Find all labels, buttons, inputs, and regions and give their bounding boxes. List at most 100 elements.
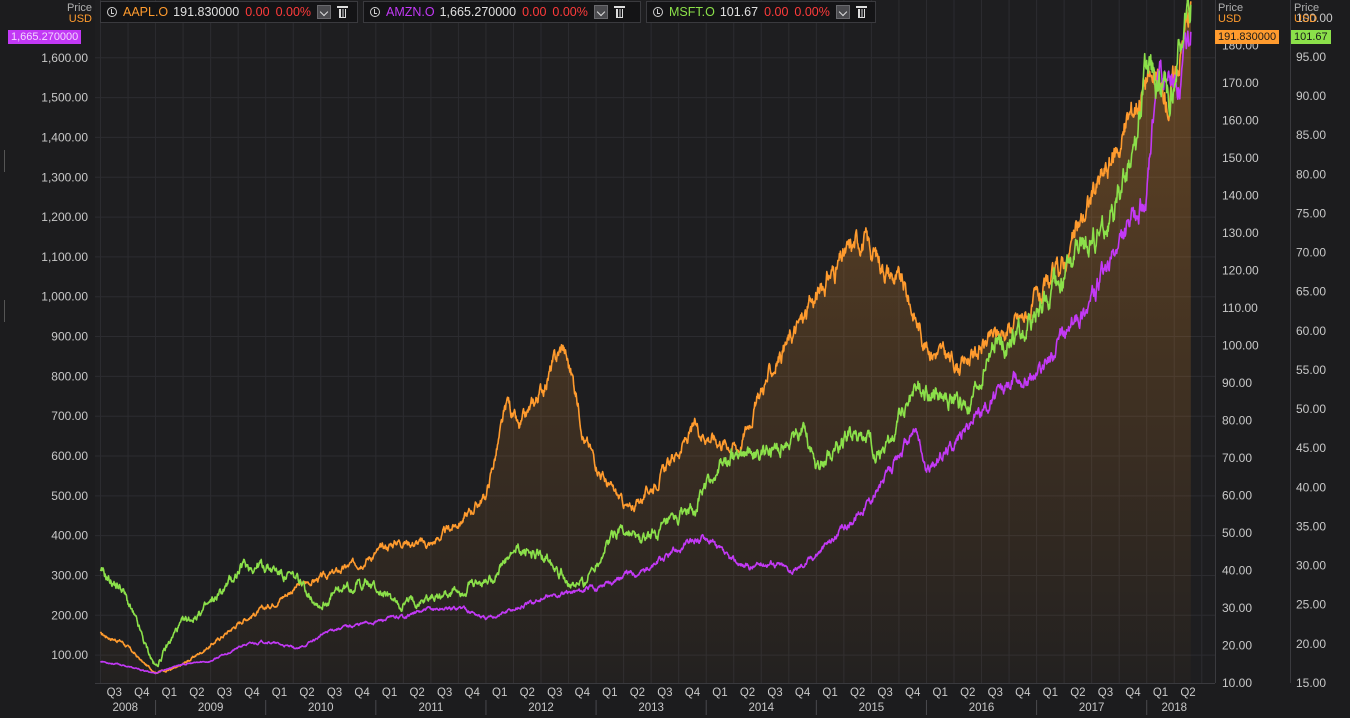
time-axis-quarter-label: Q1	[162, 687, 177, 699]
time-axis: Q3 Q4 Q1 Q2 Q3 Q4 Q1 Q2 Q3 Q4 Q1 Q2 Q3 Q4 Q1 Q2 Q3 Q4 Q1 Q2…	[107, 687, 1196, 715]
chevron-down-icon[interactable]	[593, 5, 608, 19]
right1-axis-header: Price USD	[1218, 3, 1243, 25]
legend-change: 0.00	[764, 5, 789, 19]
trash-icon[interactable]	[337, 6, 349, 18]
time-axis-year-label: 2008	[112, 702, 138, 714]
axis-tick-label: 15.00	[1296, 676, 1326, 690]
axis-tick-label: 95.00	[1296, 50, 1326, 64]
time-axis-quarter-label: Q1	[602, 687, 617, 699]
axis-tick-label: 10.00	[1222, 676, 1252, 690]
legend-msft[interactable]: MSFT.O 101.67 0.00 0.00%	[646, 1, 876, 23]
time-axis-quarter-label: Q4	[795, 687, 811, 699]
axis-tick-label: 600.00	[51, 449, 88, 463]
time-axis-quarter-label: Q2	[1070, 687, 1085, 699]
series-lines	[99, 0, 1192, 675]
axis-tick-label: 90.00	[1222, 376, 1252, 390]
time-axis-quarter-label: Q4	[465, 687, 481, 699]
axis-tick-label: 40.00	[1222, 564, 1252, 578]
time-axis-quarter-label: Q1	[382, 687, 397, 699]
time-axis-year-label: 2015	[859, 702, 885, 714]
axis-tick-label: 70.00	[1296, 246, 1326, 260]
axis-tick-label: 85.00	[1296, 128, 1326, 142]
legend-amzn[interactable]: AMZN.O 1,665.270000 0.00 0.00%	[363, 1, 641, 23]
time-axis-quarter-label: Q4	[905, 687, 921, 699]
legend-change-percent: 0.00%	[794, 5, 830, 19]
right2-axis-header: Price USD	[1294, 3, 1319, 25]
left-edge-marker	[4, 300, 5, 322]
axis-tick-label: 80.00	[1296, 167, 1326, 181]
legend-price: 191.830000	[173, 5, 240, 19]
time-axis-quarter-label: Q2	[299, 687, 314, 699]
trash-icon[interactable]	[613, 6, 625, 18]
right-axis-msft: 15.00 20.00 25.00 30.00 35.00 40.00 45.00 50.00…	[1296, 11, 1333, 690]
series-area-aapl-o	[100, 1, 1191, 684]
clock-icon	[370, 7, 380, 17]
time-axis-quarter-label: Q3	[107, 687, 122, 699]
time-axis-year-label: 2012	[528, 702, 554, 714]
axis-tick-label: 25.00	[1296, 598, 1326, 612]
trash-icon[interactable]	[855, 6, 867, 18]
time-axis-quarter-label: Q3	[1098, 687, 1113, 699]
axis-tick-label: 1,600.00	[41, 51, 88, 65]
legend-change: 0.00	[522, 5, 547, 19]
axis-tick-label: 30.00	[1296, 559, 1326, 573]
axis-tick-label: 100.00	[51, 648, 88, 662]
axis-tick-label: 120.00	[1222, 264, 1259, 278]
axis-tick-label: 200.00	[51, 608, 88, 622]
time-axis-quarter-label: Q4	[354, 687, 370, 699]
axis-tick-label: 150.00	[1222, 151, 1259, 165]
time-axis-quarter-label: Q2	[850, 687, 865, 699]
axis-tick-label: 55.00	[1296, 363, 1326, 377]
axis-tick-label: 30.00	[1222, 601, 1252, 615]
axis-tick-label: 45.00	[1296, 441, 1326, 455]
axis-tick-label: 20.00	[1222, 639, 1252, 653]
axis-tick-label: 100.00	[1296, 11, 1333, 25]
time-axis-quarter-label: Q3	[657, 687, 672, 699]
legend-change: 0.00	[245, 5, 270, 19]
axis-tick-label: 130.00	[1222, 226, 1259, 240]
axis-tick-label: 35.00	[1296, 519, 1326, 533]
axis-tick-label: 50.00	[1296, 402, 1326, 416]
time-axis-quarter-label: Q2	[520, 687, 535, 699]
chevron-down-icon[interactable]	[317, 5, 332, 19]
time-axis-quarter-label: Q1	[1153, 687, 1168, 699]
time-axis-quarter-label: Q2	[409, 687, 424, 699]
time-axis-quarter-label: Q3	[767, 687, 782, 699]
time-axis-quarter-label: Q2	[1180, 687, 1195, 699]
left-axis: 100.00 200.00 300.00 400.00 500.00 600.00 700.…	[41, 51, 88, 662]
axis-tick-label: 800.00	[51, 369, 88, 383]
axis-tick-label: 500.00	[51, 489, 88, 503]
time-axis-quarter-label: Q2	[189, 687, 204, 699]
axis-tick-label: 1,000.00	[41, 290, 88, 304]
time-axis-quarter-label: Q4	[685, 687, 701, 699]
series-line-amzn-o	[99, 30, 1192, 675]
time-axis-quarter-label: Q4	[1125, 687, 1141, 699]
axis-price-label: Price	[1294, 2, 1320, 14]
time-axis-quarter-label: Q3	[988, 687, 1003, 699]
legend-price: 1,665.270000	[439, 5, 517, 19]
time-axis-quarter-label: Q1	[822, 687, 837, 699]
axis-tick-label: 50.00	[1222, 526, 1252, 540]
clock-icon	[653, 7, 663, 17]
axis-tick-label: 140.00	[1222, 189, 1259, 203]
axis-tick-label: 400.00	[51, 529, 88, 543]
time-axis-quarter-label: Q2	[740, 687, 755, 699]
time-axis-quarter-label: Q3	[437, 687, 452, 699]
axis-tick-label: 65.00	[1296, 285, 1326, 299]
axis-tick-label: 1,300.00	[41, 170, 88, 184]
chevron-down-icon[interactable]	[835, 5, 850, 19]
axis-tick-label: 40.00	[1296, 480, 1326, 494]
axis-tick-label: 700.00	[51, 409, 88, 423]
time-axis-quarter-label: Q1	[492, 687, 507, 699]
time-axis-quarter-label: Q3	[327, 687, 342, 699]
left-edge-marker	[4, 150, 5, 172]
legend-aapl[interactable]: AAPL.O 191.830000 0.00 0.00%	[100, 1, 358, 23]
time-axis-quarter-label: Q4	[1015, 687, 1031, 699]
time-axis-quarter-label: Q2	[630, 687, 645, 699]
legend-price: 101.67	[719, 5, 759, 19]
time-axis-quarter-label: Q4	[134, 687, 150, 699]
axis-tick-label: 70.00	[1222, 451, 1252, 465]
axis-tick-label: 1,100.00	[41, 250, 88, 264]
time-axis-year-label: 2018	[1161, 702, 1187, 714]
